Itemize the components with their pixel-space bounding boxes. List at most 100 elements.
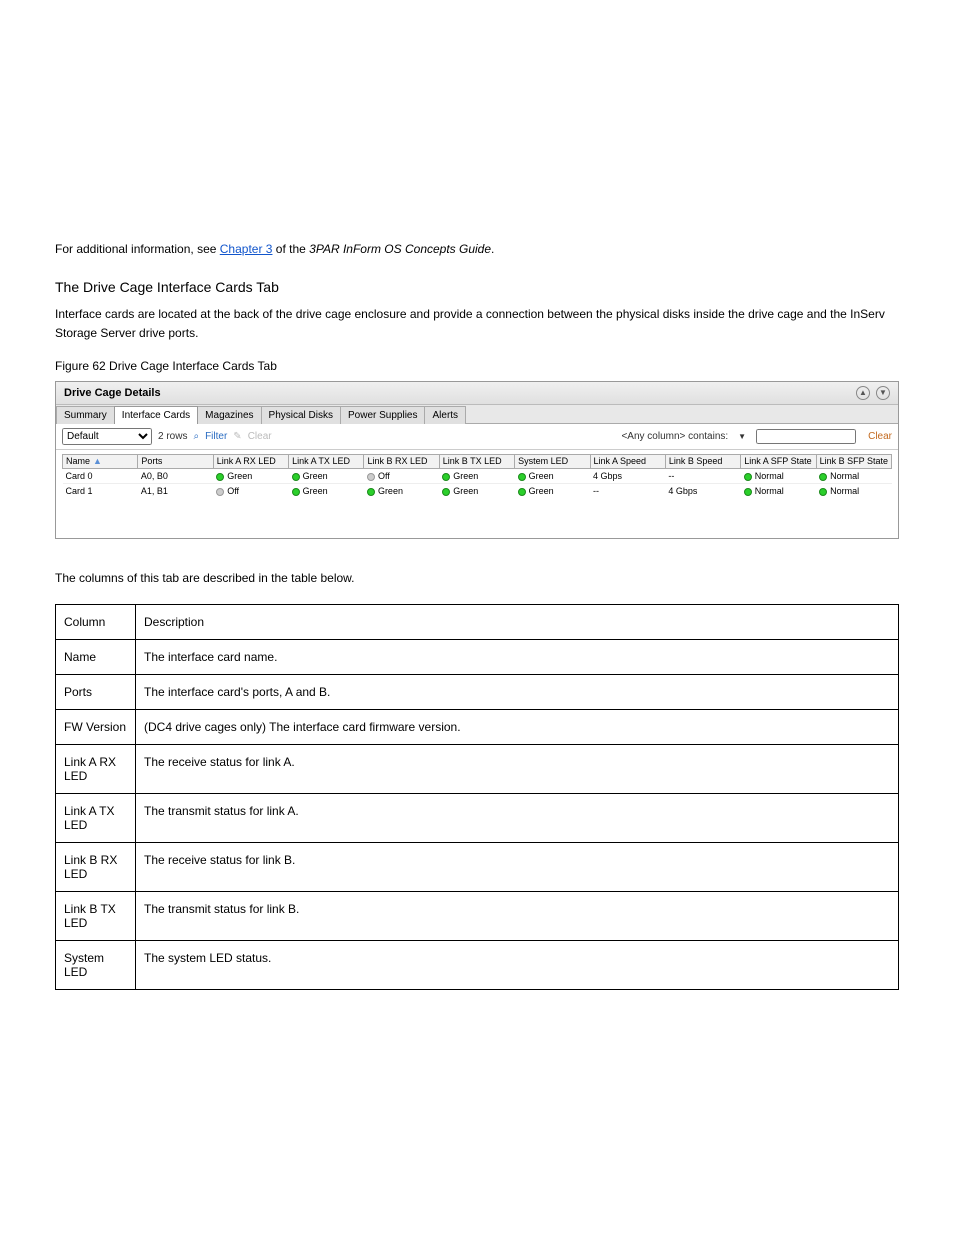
sort-asc-icon: ▲ [93, 456, 102, 466]
dropdown-caret-icon[interactable]: ▼ [738, 432, 746, 441]
desc-header-column: Column [56, 604, 136, 639]
grid-wrap: Name▲PortsLink A RX LEDLink A TX LEDLink… [56, 450, 898, 539]
section-desc: Interface cards are located at the back … [55, 305, 899, 343]
desc-col-desc: The interface card's ports, A and B. [136, 674, 899, 709]
tab-physical-disks[interactable]: Physical Disks [261, 406, 341, 424]
table-cell: Green [213, 469, 288, 484]
desc-col-name: Link A TX LED [56, 793, 136, 842]
table-row[interactable]: Card 0A0, B0GreenGreenOffGreenGreen4 Gbp… [63, 469, 892, 484]
desc-row: Link B TX LEDThe transmit status for lin… [56, 891, 899, 940]
table-cell: Card 0 [63, 469, 138, 484]
filter-icon: ⌕ [193, 431, 199, 442]
table-cell: Off [213, 484, 288, 499]
panel-window-icons: ▲ ▼ [856, 386, 890, 400]
toolbar: Default 2 rows ⌕ Filter ✎ Clear <Any col… [56, 424, 898, 450]
filter-button[interactable]: Filter [205, 431, 227, 442]
table-header-link-a-sfp-state[interactable]: Link A SFP State [741, 454, 816, 469]
table-cell: Green [515, 484, 590, 499]
table-cell: Normal [741, 469, 816, 484]
clear-link[interactable]: Clear [868, 431, 892, 442]
table-cell: Green [515, 469, 590, 484]
panel-title: Drive Cage Details [64, 387, 161, 399]
led-dot-icon [442, 488, 450, 496]
intro-end: . [491, 242, 494, 256]
table-header-link-b-sfp-state[interactable]: Link B SFP State [816, 454, 891, 469]
table-header-system-led[interactable]: System LED [515, 454, 590, 469]
table-cell: Green [364, 484, 439, 499]
led-dot-icon [367, 488, 375, 496]
led-dot-icon [292, 488, 300, 496]
collapse-up-icon[interactable]: ▲ [856, 386, 870, 400]
led-dot-icon [744, 473, 752, 481]
table-header-link-a-rx-led[interactable]: Link A RX LED [213, 454, 288, 469]
intro-italic: 3PAR InForm OS Concepts Guide [309, 242, 491, 256]
led-dot-icon [819, 473, 827, 481]
tab-power-supplies[interactable]: Power Supplies [340, 406, 425, 424]
table-header-link-b-speed[interactable]: Link B Speed [665, 454, 740, 469]
figure-caption: Figure 62 Drive Cage Interface Cards Tab [55, 359, 899, 373]
desc-col-desc: (DC4 drive cages only) The interface car… [136, 709, 899, 744]
table-header-link-a-speed[interactable]: Link A Speed [590, 454, 665, 469]
table-cell: 4 Gbps [665, 484, 740, 499]
table-cell: -- [665, 469, 740, 484]
table-cell: Normal [816, 484, 891, 499]
rows-count: 2 rows [158, 431, 187, 442]
table-cell: A0, B0 [138, 469, 213, 484]
desc-col-desc: The system LED status. [136, 940, 899, 989]
tab-interface-cards[interactable]: Interface Cards [114, 406, 198, 424]
desc-col-name: Ports [56, 674, 136, 709]
table-header-ports[interactable]: Ports [138, 454, 213, 469]
table-header-link-b-tx-led[interactable]: Link B TX LED [439, 454, 514, 469]
desc-col-desc: The transmit status for link A. [136, 793, 899, 842]
desc-row: System LEDThe system LED status. [56, 940, 899, 989]
led-dot-icon [518, 488, 526, 496]
description-table: Column Description NameThe interface car… [55, 604, 899, 990]
desc-row: PortsThe interface card's ports, A and B… [56, 674, 899, 709]
table-cell: 4 Gbps [590, 469, 665, 484]
chapter-link[interactable]: Chapter 3 [220, 242, 273, 256]
view-select[interactable]: Default [62, 428, 152, 445]
desc-col-name: Link B RX LED [56, 842, 136, 891]
brush-icon: ✎ [233, 431, 241, 442]
led-dot-icon [518, 473, 526, 481]
tab-summary[interactable]: Summary [56, 406, 115, 424]
drive-cage-details-panel: Drive Cage Details ▲ ▼ SummaryInterface … [55, 381, 899, 540]
desc-intro: The columns of this tab are described in… [55, 569, 899, 588]
table-cell: A1, B1 [138, 484, 213, 499]
table-header-name[interactable]: Name▲ [63, 454, 138, 469]
table-header-link-b-rx-led[interactable]: Link B RX LED [364, 454, 439, 469]
table-header-row: Name▲PortsLink A RX LEDLink A TX LEDLink… [63, 454, 892, 469]
desc-row: Link B RX LEDThe receive status for link… [56, 842, 899, 891]
table-row[interactable]: Card 1A1, B1OffGreenGreenGreenGreen--4 G… [63, 484, 892, 499]
table-header-link-a-tx-led[interactable]: Link A TX LED [289, 454, 364, 469]
collapse-down-icon[interactable]: ▼ [876, 386, 890, 400]
table-cell: -- [590, 484, 665, 499]
led-dot-icon [819, 488, 827, 496]
table-cell: Green [439, 484, 514, 499]
contains-label: <Any column> contains: [621, 431, 728, 442]
led-dot-icon [216, 473, 224, 481]
desc-col-name: Link B TX LED [56, 891, 136, 940]
table-cell: Normal [816, 469, 891, 484]
tab-alerts[interactable]: Alerts [424, 406, 466, 424]
table-cell: Green [439, 469, 514, 484]
desc-col-name: Name [56, 639, 136, 674]
intro-text: For additional information, see Chapter … [55, 240, 899, 259]
desc-col-desc: The interface card name. [136, 639, 899, 674]
intro-prefix: For additional information, see [55, 242, 220, 256]
interface-cards-table: Name▲PortsLink A RX LEDLink A TX LEDLink… [62, 454, 892, 499]
desc-row: Link A RX LEDThe receive status for link… [56, 744, 899, 793]
led-dot-icon [367, 473, 375, 481]
led-dot-icon [442, 473, 450, 481]
led-dot-icon [216, 488, 224, 496]
desc-header-row: Column Description [56, 604, 899, 639]
desc-col-desc: The receive status for link A. [136, 744, 899, 793]
tabs-row: SummaryInterface CardsMagazinesPhysical … [56, 405, 898, 424]
filter-input[interactable] [756, 429, 856, 444]
desc-col-name: Link A RX LED [56, 744, 136, 793]
desc-header-description: Description [136, 604, 899, 639]
intro-suffix: of the [272, 242, 309, 256]
desc-row: Link A TX LEDThe transmit status for lin… [56, 793, 899, 842]
clear-disabled: Clear [248, 431, 272, 442]
tab-magazines[interactable]: Magazines [197, 406, 261, 424]
